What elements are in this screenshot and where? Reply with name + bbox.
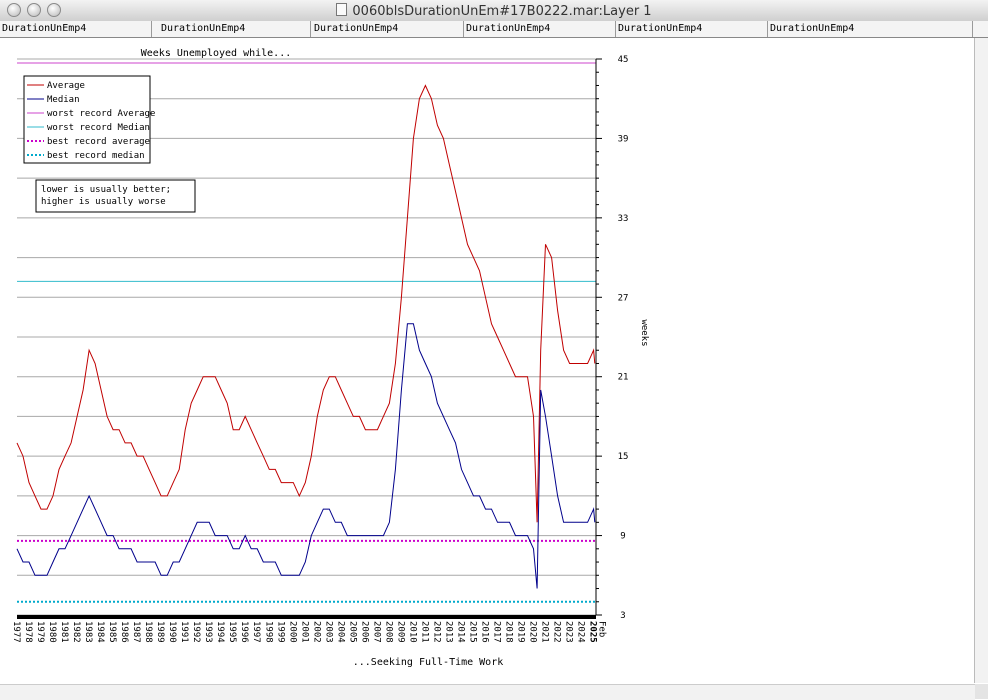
zoom-window-button[interactable] <box>47 3 61 17</box>
x-tick-label: 2019 <box>516 621 526 643</box>
x-tick-label: 1990 <box>167 621 177 643</box>
x-tick-label: 1982 <box>71 621 81 643</box>
y-tick-label: 33 <box>618 214 629 224</box>
x-tick-label: 1998 <box>263 621 273 643</box>
y-tick-label: 3 <box>620 611 625 621</box>
vertical-scrollbar[interactable] <box>975 38 988 683</box>
x-tick-label: 2011 <box>419 621 429 643</box>
legend-label-worst-average: worst record Average <box>47 109 155 119</box>
y-axis-label: weeks <box>639 319 649 346</box>
x-end-label: Feb <box>597 621 607 637</box>
x-tick-label: 1985 <box>107 621 117 643</box>
y-tick-label: 15 <box>618 452 629 462</box>
legend: Average Median worst record Average wors… <box>23 75 155 164</box>
y-tick-label: 9 <box>620 532 625 542</box>
x-tick-label: 2020 <box>528 621 538 643</box>
x-tick-label: 2024 <box>576 621 586 643</box>
x-tick-label: 1981 <box>59 621 69 643</box>
series-lines <box>16 84 596 589</box>
x-tick-label: 2013 <box>443 621 453 643</box>
x-tick-label: 1979 <box>35 621 45 643</box>
x-tick-label: 2006 <box>359 621 369 643</box>
x-tick-label: 1988 <box>143 621 153 643</box>
legend-label-best-median: best record median <box>47 151 145 161</box>
x-tick-label: 1977 <box>11 621 21 643</box>
x-tick-label: 1993 <box>203 621 213 643</box>
x-tick-label: 2021 <box>540 621 550 643</box>
x-tick-label: 1984 <box>95 621 105 643</box>
x-tick-label: 2000 <box>287 621 297 643</box>
x-tick-label: 1994 <box>215 621 225 643</box>
x-tick-label: 1989 <box>155 621 165 643</box>
note-box: lower is usually better; higher is usual… <box>35 179 196 213</box>
average-line <box>16 84 596 523</box>
legend-box <box>23 75 151 164</box>
x-tick-label: 2004 <box>335 621 345 643</box>
y-tick-label: 39 <box>618 134 629 144</box>
column-header-3[interactable]: DurationUnEmp4 <box>312 21 464 37</box>
close-window-button[interactable] <box>7 3 21 17</box>
x-tick-label: 1978 <box>23 621 33 643</box>
x-tick-label: 2012 <box>431 621 441 643</box>
legend-label-best-average: best record average <box>47 137 150 147</box>
x-tick-label: 2010 <box>407 621 417 643</box>
window-titlebar: 0060blsDurationUnEm#17B0222.mar:Layer 1 <box>0 0 988 22</box>
document-icon <box>336 3 348 16</box>
x-tick-label: 1980 <box>47 621 57 643</box>
minimize-window-button[interactable] <box>27 3 41 17</box>
x-tick-label: 2002 <box>311 621 321 643</box>
x-tick-label: 2008 <box>383 621 393 643</box>
x-tick-label: 1987 <box>131 621 141 643</box>
column-header-2[interactable]: DurationUnEmp4 <box>159 21 311 37</box>
x-tick-label: 1995 <box>227 621 237 643</box>
x-tick-label: 2014 <box>456 621 466 643</box>
x-tick-label: 1999 <box>275 621 285 643</box>
x-tick-label: 2022 <box>552 621 562 643</box>
window-title: 0060blsDurationUnEm#17B0222.mar:Layer 1 <box>0 3 988 19</box>
x-tick-label: 2025 <box>588 621 598 643</box>
x-tick-label: 1992 <box>191 621 201 643</box>
note-line-1: lower is usually better; <box>41 185 171 195</box>
median-line <box>16 323 596 589</box>
column-header-bar: DurationUnEmp4 DurationUnEmp4 DurationUn… <box>0 21 988 38</box>
x-tick-label: 1991 <box>179 621 189 643</box>
reference-lines <box>17 62 596 603</box>
legend-label-average: Average <box>47 81 85 91</box>
x-tick-label: 1986 <box>119 621 129 643</box>
x-tick-label: 1997 <box>251 621 261 643</box>
chart-title: Weeks Unemployed while... <box>141 48 292 59</box>
x-tick-label: 2015 <box>468 621 478 643</box>
y-tick-label: 27 <box>618 293 629 303</box>
legend-label-median: Median <box>47 95 80 105</box>
x-tick-label: 2007 <box>371 621 381 643</box>
column-header-6[interactable]: DurationUnEmp4 <box>768 21 973 37</box>
note-line-2: higher is usually worse <box>41 197 166 207</box>
x-tick-label: 2001 <box>299 621 309 643</box>
x-tick-label: 2005 <box>347 621 357 643</box>
x-tick-label: 1996 <box>239 621 249 643</box>
legend-label-worst-median: worst record Median <box>47 123 150 133</box>
x-tick-label: 2009 <box>395 621 405 643</box>
x-axis-label: ...Seeking Full-Time Work <box>353 657 504 668</box>
x-tick-label: 2016 <box>480 621 490 643</box>
x-tick-label: 2003 <box>323 621 333 643</box>
x-axis: 1977 1978 1979 1980 1981 1982 1983 1984 1985 1986… <box>11 615 607 643</box>
note-box-border <box>35 179 196 213</box>
column-header-1[interactable]: DurationUnEmp4 <box>0 21 152 37</box>
y-tick-label: 45 <box>618 55 629 65</box>
window-title-text: 0060blsDurationUnEm#17B0222.mar:Layer 1 <box>352 4 652 19</box>
y-tick-label: 21 <box>618 373 629 383</box>
chart-panel: 3 9 15 21 27 33 39 45 1977 1978 1979 1980 1981 1982 1… <box>0 38 975 683</box>
x-axis-bar <box>17 615 596 619</box>
column-header-4[interactable]: DurationUnEmp4 <box>464 21 616 37</box>
x-tick-label: 1983 <box>83 621 93 643</box>
x-tick-label: 2018 <box>504 621 514 643</box>
resize-handle[interactable] <box>975 684 988 699</box>
column-header-5[interactable]: DurationUnEmp4 <box>616 21 768 37</box>
x-tick-label: 2017 <box>492 621 502 643</box>
horizontal-scrollbar[interactable] <box>0 684 975 700</box>
x-tick-label: 2023 <box>564 621 574 643</box>
